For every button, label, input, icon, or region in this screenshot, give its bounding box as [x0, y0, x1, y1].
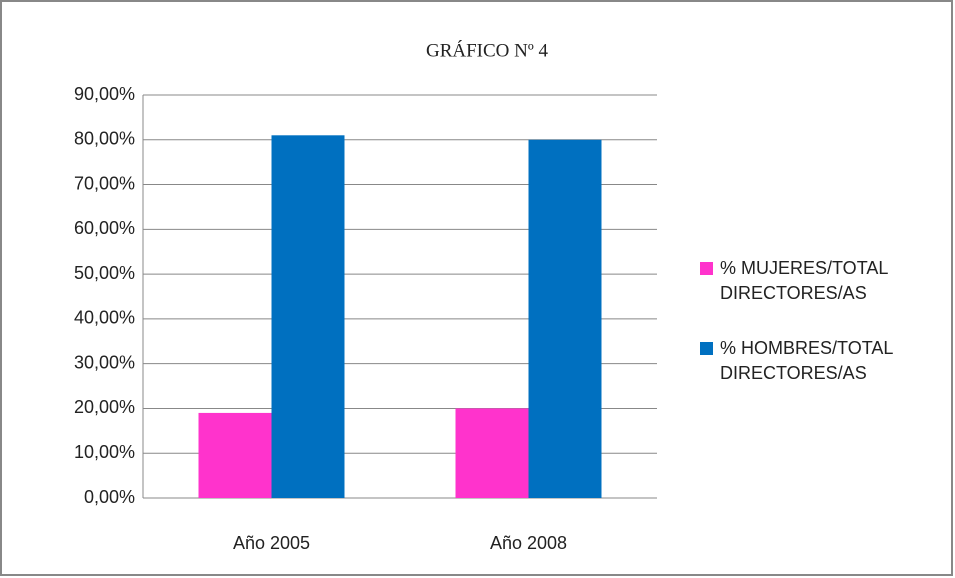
- x-tick-label: Año 2005: [233, 533, 310, 553]
- y-tick-label: 20,00%: [74, 397, 135, 417]
- legend-swatch: [700, 342, 713, 355]
- y-tick-label: 90,00%: [74, 84, 135, 104]
- y-tick-label: 0,00%: [84, 487, 135, 507]
- y-tick-label: 70,00%: [74, 173, 135, 193]
- y-tick-label: 60,00%: [74, 218, 135, 238]
- legend-label: % HOMBRES/TOTAL DIRECTORES/AS: [720, 338, 893, 383]
- bar: [271, 135, 345, 499]
- y-tick-label: 30,00%: [74, 352, 135, 372]
- y-tick-label: 10,00%: [74, 442, 135, 462]
- legend-item: % MUJERES/TOTAL DIRECTORES/AS: [700, 256, 950, 306]
- legend-swatch: [700, 262, 713, 275]
- legend-item: % HOMBRES/TOTAL DIRECTORES/AS: [700, 336, 950, 386]
- y-tick-label: 80,00%: [74, 129, 135, 149]
- x-tick-label: Año 2008: [490, 533, 567, 553]
- bar: [528, 139, 602, 498]
- chart-title: GRÁFICO Nº 4: [426, 39, 549, 61]
- bar: [455, 408, 529, 498]
- legend-label: % MUJERES/TOTAL DIRECTORES/AS: [720, 258, 888, 303]
- y-tick-label: 50,00%: [74, 263, 135, 283]
- bar: [198, 412, 272, 498]
- y-tick-label: 40,00%: [74, 308, 135, 328]
